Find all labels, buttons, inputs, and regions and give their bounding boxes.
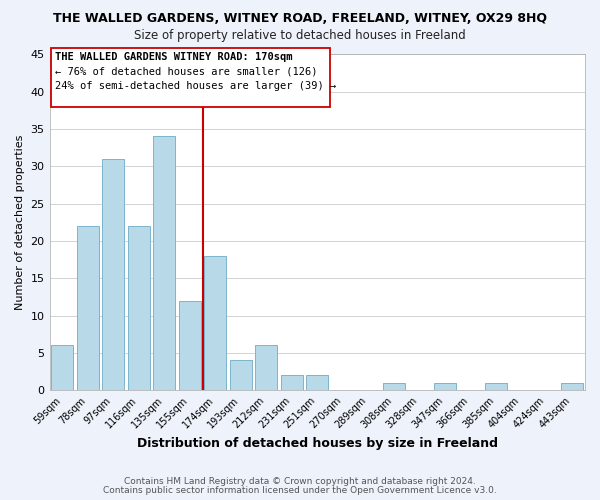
Bar (434, 383, 455, 390)
Text: Size of property relative to detached houses in Freeland: Size of property relative to detached ho… (134, 29, 466, 42)
Y-axis label: Number of detached properties: Number of detached properties (15, 134, 25, 310)
Bar (307, 376, 328, 390)
Text: Contains HM Land Registry data © Crown copyright and database right 2024.: Contains HM Land Registry data © Crown c… (124, 477, 476, 486)
X-axis label: Distribution of detached houses by size in Freeland: Distribution of detached houses by size … (137, 437, 498, 450)
Bar (77, 226, 98, 390)
Bar (230, 360, 251, 390)
Bar (256, 346, 277, 391)
Bar (383, 383, 404, 390)
FancyBboxPatch shape (51, 48, 330, 106)
Bar (103, 159, 124, 390)
Bar (205, 256, 226, 390)
Text: ← 76% of detached houses are smaller (126): ← 76% of detached houses are smaller (12… (55, 66, 317, 76)
Text: THE WALLED GARDENS, WITNEY ROAD, FREELAND, WITNEY, OX29 8HQ: THE WALLED GARDENS, WITNEY ROAD, FREELAN… (53, 12, 547, 26)
Bar (128, 226, 149, 390)
Text: Contains public sector information licensed under the Open Government Licence v3: Contains public sector information licen… (103, 486, 497, 495)
Text: THE WALLED GARDENS WITNEY ROAD: 170sqm: THE WALLED GARDENS WITNEY ROAD: 170sqm (55, 52, 292, 62)
Bar (485, 383, 506, 390)
Bar (154, 136, 175, 390)
Text: 24% of semi-detached houses are larger (39) →: 24% of semi-detached houses are larger (… (55, 81, 336, 91)
Bar (562, 383, 583, 390)
Bar (179, 300, 200, 390)
Bar (52, 346, 73, 391)
Bar (281, 376, 302, 390)
